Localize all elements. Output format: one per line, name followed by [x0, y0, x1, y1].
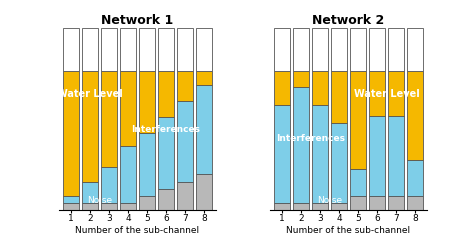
Bar	[331, 28, 346, 71]
Bar	[293, 87, 309, 203]
Bar	[139, 196, 155, 210]
Bar	[177, 71, 193, 101]
Bar	[369, 28, 385, 71]
Bar	[331, 203, 346, 210]
Bar	[293, 28, 309, 71]
Bar	[196, 85, 212, 174]
Bar	[158, 71, 174, 117]
X-axis label: Number of the sub-channel: Number of the sub-channel	[75, 226, 200, 235]
Bar	[350, 71, 366, 169]
Bar	[158, 117, 174, 189]
Bar	[312, 71, 328, 105]
Bar	[350, 169, 366, 196]
Bar	[350, 28, 366, 71]
Bar	[388, 196, 404, 210]
Bar	[177, 28, 193, 71]
Bar	[177, 181, 193, 210]
Bar	[63, 71, 79, 196]
Bar	[120, 28, 136, 71]
Bar	[274, 203, 290, 210]
Bar	[312, 105, 328, 203]
Bar	[350, 196, 366, 210]
Bar	[293, 203, 309, 210]
Bar	[388, 116, 404, 196]
Text: Noise: Noise	[317, 196, 342, 205]
Bar	[274, 28, 290, 71]
Bar	[101, 203, 117, 210]
Title: Network 2: Network 2	[312, 14, 384, 27]
Bar	[177, 101, 193, 181]
Bar	[82, 71, 98, 181]
Bar	[120, 71, 136, 146]
Bar	[101, 28, 117, 71]
Text: Noise: Noise	[87, 196, 112, 205]
Bar	[407, 28, 423, 71]
Bar	[388, 28, 404, 71]
Bar	[158, 28, 174, 71]
Bar	[274, 105, 290, 203]
Bar	[63, 196, 79, 203]
Bar	[139, 28, 155, 71]
Bar	[331, 123, 346, 203]
Bar	[312, 28, 328, 71]
Bar	[331, 71, 346, 123]
Bar	[120, 203, 136, 210]
Bar	[101, 71, 117, 167]
Bar	[120, 146, 136, 203]
Bar	[82, 203, 98, 210]
Bar	[139, 71, 155, 133]
Bar	[101, 167, 117, 203]
Bar	[407, 71, 423, 160]
Bar	[407, 196, 423, 210]
Text: Interferences: Interferences	[276, 134, 345, 143]
Bar	[369, 116, 385, 196]
Bar	[274, 71, 290, 105]
Bar	[158, 189, 174, 210]
Bar	[312, 203, 328, 210]
Bar	[82, 181, 98, 203]
Text: Water Level: Water Level	[354, 89, 419, 99]
Bar	[293, 71, 309, 87]
Bar	[63, 203, 79, 210]
Title: Network 1: Network 1	[101, 14, 173, 27]
Bar	[196, 71, 212, 85]
Bar	[196, 174, 212, 210]
Bar	[139, 133, 155, 196]
Text: Interferences: Interferences	[131, 125, 201, 134]
Bar	[369, 71, 385, 116]
Bar	[369, 196, 385, 210]
Bar	[82, 28, 98, 71]
X-axis label: Number of the sub-channel: Number of the sub-channel	[286, 226, 410, 235]
Bar	[388, 71, 404, 116]
Bar	[407, 160, 423, 196]
Bar	[196, 28, 212, 71]
Bar	[63, 28, 79, 71]
Text: Water Level: Water Level	[57, 89, 123, 99]
